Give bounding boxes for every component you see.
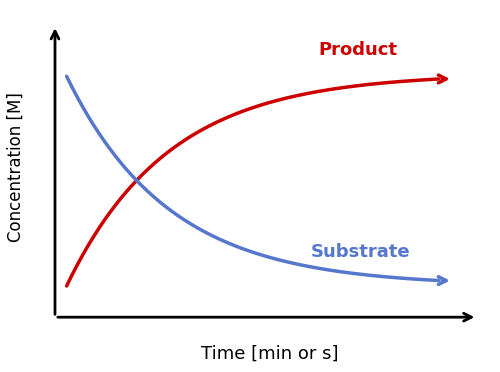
Text: Concentration [M]: Concentration [M] bbox=[7, 92, 25, 242]
Text: Product: Product bbox=[318, 41, 398, 59]
Text: Time [min or s]: Time [min or s] bbox=[201, 345, 339, 363]
Text: Substrate: Substrate bbox=[310, 243, 410, 261]
